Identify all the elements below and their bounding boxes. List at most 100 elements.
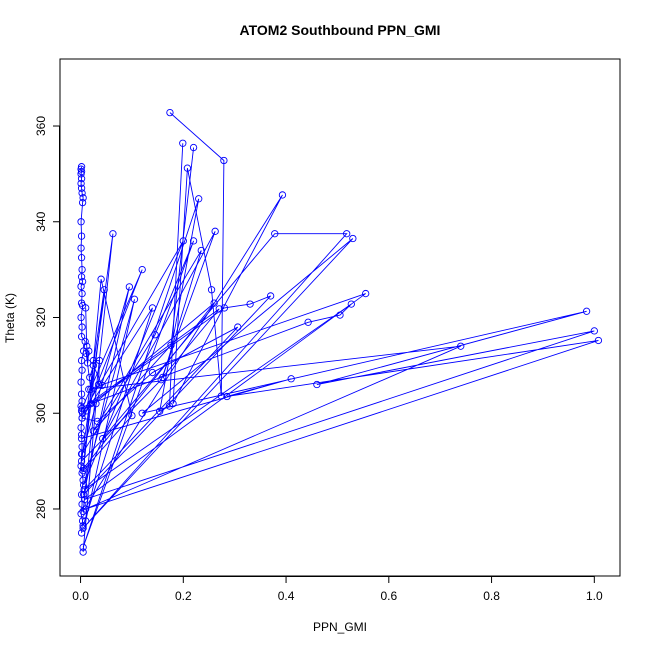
data-point — [349, 234, 357, 243]
data-point — [83, 342, 91, 350]
data-point — [210, 299, 218, 307]
data-point — [77, 218, 85, 226]
data-point — [278, 191, 287, 199]
data-point — [77, 462, 85, 470]
data-point — [77, 402, 85, 410]
data-point — [77, 273, 86, 281]
data-point — [77, 423, 85, 432]
data-point — [78, 323, 86, 331]
data-point — [77, 175, 86, 183]
data-point — [83, 407, 91, 415]
data-point — [220, 304, 229, 312]
data-point — [217, 392, 225, 400]
data-point — [590, 327, 598, 335]
x-tick-label: 0.6 — [380, 589, 397, 603]
plot-box — [59, 58, 621, 577]
y-tick-label: 340 — [34, 211, 48, 231]
data-point — [85, 347, 93, 355]
data-point — [78, 198, 87, 207]
data-point — [77, 431, 86, 439]
data-point — [100, 286, 108, 294]
series-5 — [82, 304, 106, 393]
data-point — [77, 244, 85, 252]
series-4 — [77, 163, 89, 537]
data-point — [347, 300, 355, 308]
series-line — [80, 166, 86, 533]
data-point — [78, 397, 86, 405]
data-point — [78, 189, 86, 197]
data-point — [98, 434, 107, 443]
data-point — [207, 286, 216, 294]
chart-title: ATOM2 Southbound PPN_GMI — [240, 22, 441, 38]
data-point — [77, 232, 86, 240]
data-point — [77, 184, 86, 192]
data-point — [89, 361, 98, 370]
x-tick-label: 0.8 — [483, 589, 500, 603]
series-layer — [77, 108, 603, 556]
data-point — [77, 529, 86, 537]
data-point — [215, 305, 223, 313]
x-tick-label: 0.2 — [175, 589, 192, 603]
data-point — [148, 368, 157, 377]
data-point — [197, 246, 205, 255]
data-point — [87, 385, 95, 393]
data-point — [138, 265, 146, 274]
data-point — [266, 292, 275, 300]
data-point — [362, 289, 370, 298]
data-point — [89, 427, 98, 435]
data-point — [582, 307, 591, 315]
data-point — [304, 318, 312, 326]
data-point — [151, 331, 159, 339]
data-point — [79, 464, 88, 472]
data-point — [77, 313, 85, 322]
y-tick-label: 360 — [34, 116, 48, 136]
data-point — [82, 349, 90, 358]
data-point — [128, 411, 136, 420]
data-point — [77, 390, 86, 398]
data-point — [457, 342, 465, 350]
data-point — [343, 230, 351, 238]
data-point — [220, 156, 228, 165]
data-point — [78, 469, 86, 477]
data-point — [77, 254, 86, 262]
data-point — [92, 400, 100, 408]
data-point — [94, 380, 103, 389]
data-point — [246, 300, 254, 308]
x-tick-label: 0.0 — [72, 589, 89, 603]
data-point — [77, 407, 86, 415]
data-point — [336, 311, 344, 319]
x-tick-label: 0.4 — [278, 589, 295, 603]
x-tick-label: 1.0 — [586, 589, 603, 603]
data-point — [313, 380, 321, 389]
data-point — [86, 373, 94, 381]
data-point — [138, 409, 146, 417]
y-tick-label: 280 — [34, 499, 48, 519]
data-point — [179, 237, 187, 245]
data-point — [125, 283, 134, 291]
data-point — [77, 490, 86, 499]
data-point — [77, 332, 86, 341]
data-point — [78, 366, 86, 374]
x-axis-label: PPN_GMI — [313, 620, 367, 634]
y-tick-label: 300 — [34, 403, 48, 423]
data-point — [79, 548, 87, 556]
data-point — [234, 323, 242, 331]
data-point — [77, 179, 85, 188]
x-axis: 0.0 0.2 0.4 0.6 0.8 1.0 — [72, 576, 603, 603]
data-point — [189, 237, 198, 245]
data-point — [95, 356, 104, 365]
series-1 — [77, 108, 603, 532]
data-point — [594, 336, 603, 345]
data-point — [77, 450, 86, 458]
data-point — [189, 143, 198, 152]
data-point — [130, 295, 139, 303]
data-point — [78, 500, 86, 508]
series-line — [80, 112, 599, 529]
data-point — [156, 407, 164, 415]
data-point — [77, 170, 85, 178]
data-point — [167, 341, 175, 349]
data-point — [79, 490, 88, 499]
data-point — [159, 373, 167, 381]
